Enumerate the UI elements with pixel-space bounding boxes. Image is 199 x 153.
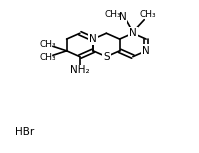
Text: HBr: HBr: [15, 127, 34, 137]
Text: CH₃: CH₃: [40, 40, 56, 49]
Text: S: S: [103, 52, 110, 62]
Text: CH₃: CH₃: [139, 10, 156, 19]
Text: N: N: [119, 12, 127, 22]
Text: CH₃: CH₃: [40, 53, 56, 62]
Text: N: N: [129, 28, 137, 38]
Text: N: N: [89, 34, 97, 44]
Text: CH₃: CH₃: [105, 10, 122, 19]
Text: NH₂: NH₂: [70, 65, 90, 75]
Text: N: N: [142, 45, 150, 56]
